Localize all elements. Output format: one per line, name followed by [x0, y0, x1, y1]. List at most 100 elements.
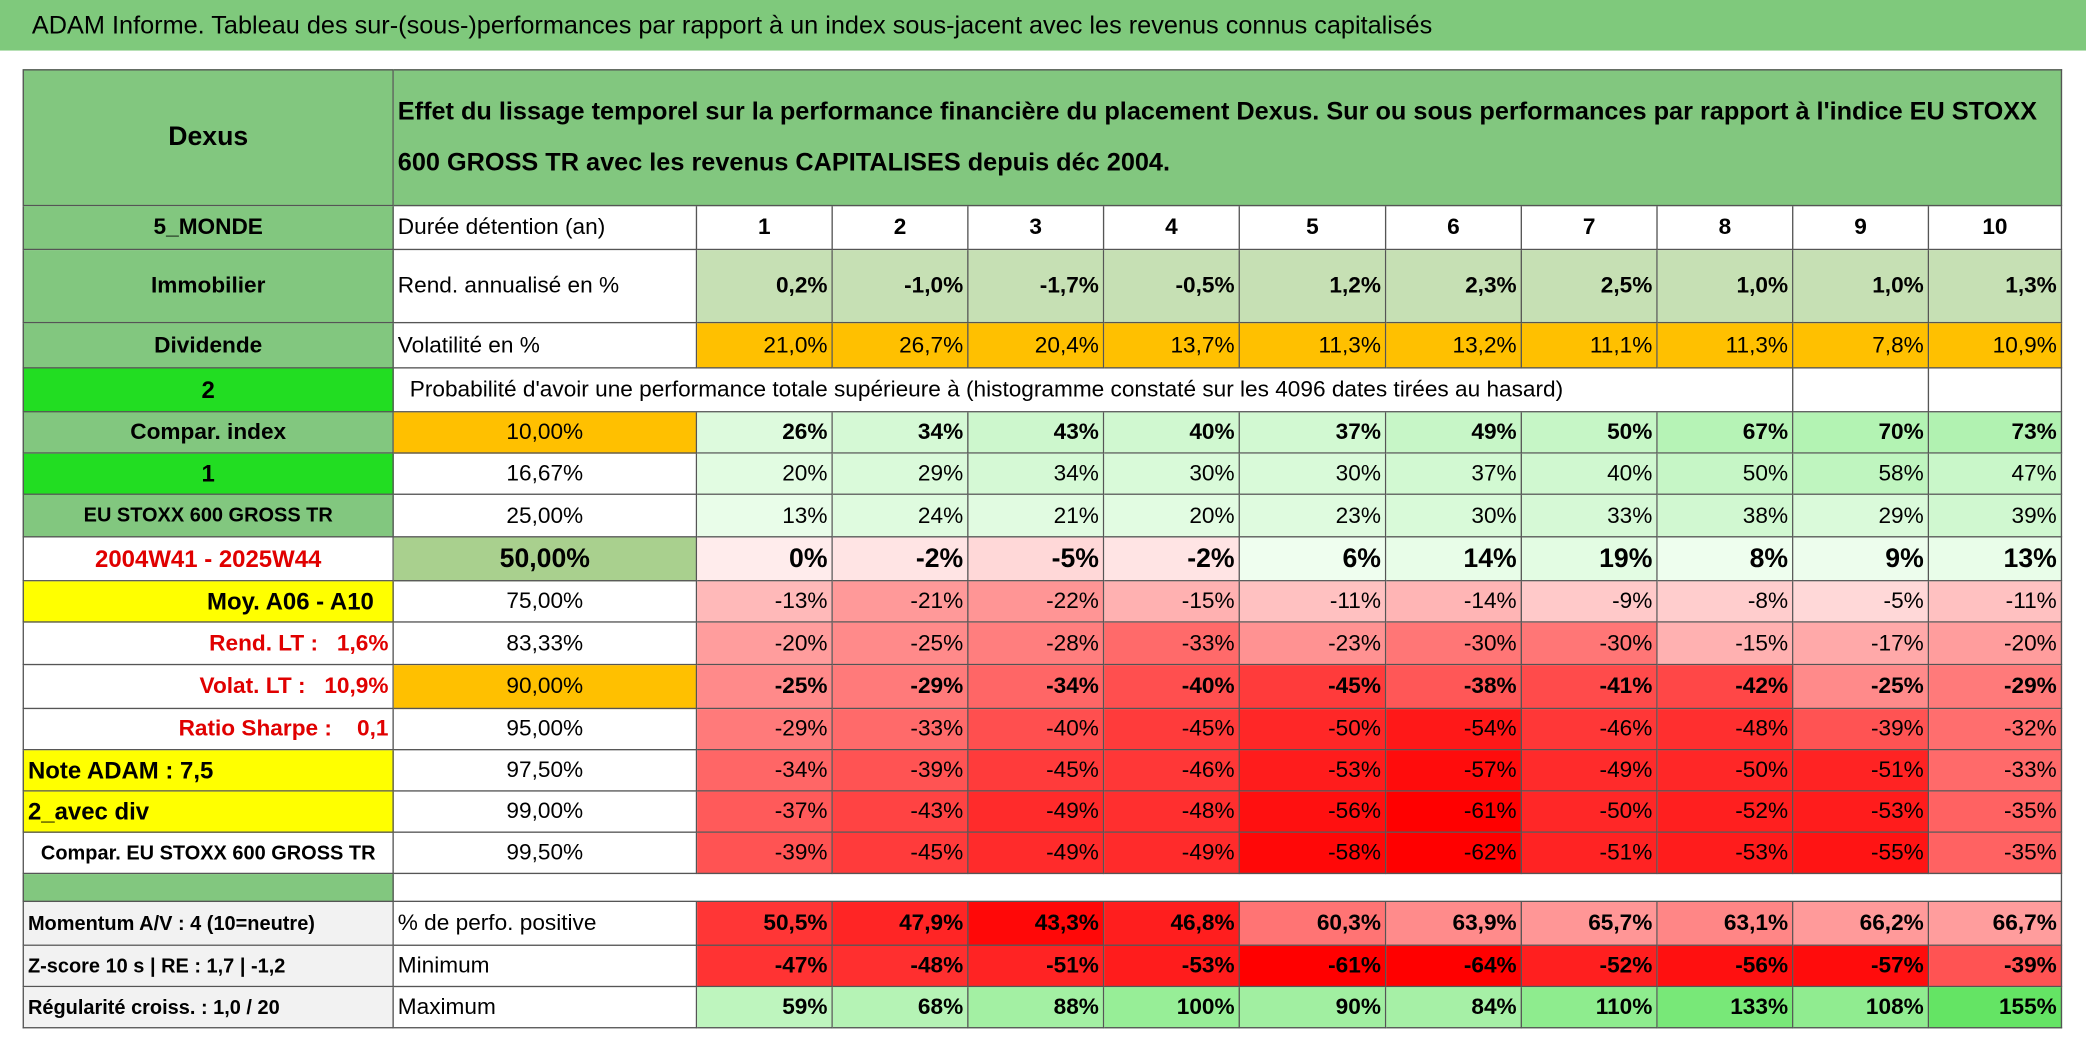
- value-cell: 100%: [1104, 987, 1240, 1029]
- row-label: 2_avec div: [22, 791, 394, 833]
- row-label: 2: [22, 368, 394, 413]
- value-cell: -34%: [697, 750, 833, 792]
- row-label: 2004W41 - 2025W44: [22, 537, 394, 582]
- value-cell: -33%: [1929, 750, 2063, 792]
- value-cell: -35%: [1929, 832, 2063, 875]
- row-label: EU STOXX 600 GROSS TR: [22, 494, 394, 538]
- value-cell: 13%: [1929, 537, 2063, 582]
- value-cell: -29%: [1929, 665, 2063, 710]
- row-header: 90,00%: [393, 665, 698, 710]
- value-cell: 66,7%: [1929, 902, 2063, 946]
- value-cell: 20%: [697, 453, 833, 495]
- value-cell: -51%: [1521, 832, 1658, 875]
- value-cell: -15%: [1104, 581, 1240, 623]
- value-cell: -1,0%: [832, 250, 969, 324]
- value-cell: 20,4%: [968, 323, 1105, 369]
- value-cell: -49%: [968, 791, 1105, 833]
- value-cell: -42%: [1657, 665, 1794, 710]
- value-cell: 30%: [1104, 453, 1240, 495]
- value-cell: -9%: [1521, 581, 1658, 623]
- value-cell: 29%: [832, 453, 969, 495]
- value-cell: -58%: [1239, 832, 1387, 875]
- value-cell: 26%: [697, 412, 833, 454]
- value-cell: 63,1%: [1657, 902, 1794, 946]
- value-cell: -48%: [1657, 709, 1794, 751]
- value-cell: 59%: [697, 987, 833, 1029]
- value-cell: -56%: [1239, 791, 1387, 833]
- value-cell: -29%: [832, 665, 969, 710]
- value-cell: -39%: [1793, 709, 1930, 751]
- value-cell: 43,3%: [968, 902, 1105, 946]
- value-cell: 66,2%: [1793, 902, 1930, 946]
- value-cell: -39%: [697, 832, 833, 875]
- value-cell: 21%: [968, 494, 1105, 538]
- value-cell: 11,3%: [1657, 323, 1794, 369]
- row-header: 50,00%: [393, 537, 698, 582]
- value-cell: 10,9%: [1929, 323, 2063, 369]
- value-cell: 3: [968, 206, 1105, 251]
- value-cell: 2: [832, 206, 969, 251]
- value-cell: -45%: [1239, 665, 1387, 710]
- value-cell: 63,9%: [1386, 902, 1522, 946]
- value-cell: 50%: [1657, 453, 1794, 495]
- row-label: Immobilier: [22, 250, 394, 324]
- value-cell: 19%: [1521, 537, 1658, 582]
- row-label: Ratio Sharpe : 0,1: [22, 709, 394, 751]
- row-label: Z-score 10 s | RE : 1,7 | -1,2: [22, 945, 394, 988]
- value-cell: -28%: [968, 622, 1105, 666]
- value-cell: 29%: [1793, 494, 1930, 538]
- value-cell: -49%: [968, 832, 1105, 875]
- value-cell: -35%: [1929, 791, 2063, 833]
- value-cell: 88%: [968, 987, 1105, 1029]
- row-header: 95,00%: [393, 709, 698, 751]
- row-header: 97,50%: [393, 750, 698, 792]
- value-cell: 9: [1793, 206, 1930, 251]
- row-label: Momentum A/V : 4 (10=neutre): [22, 902, 394, 946]
- row-label: Volat. LT : 10,9%: [22, 665, 394, 710]
- value-cell: -46%: [1104, 750, 1240, 792]
- value-cell: -13%: [697, 581, 833, 623]
- value-cell: 1,0%: [1793, 250, 1930, 324]
- value-cell: 9%: [1793, 537, 1930, 582]
- value-cell: 73%: [1929, 412, 2063, 454]
- value-cell: -57%: [1793, 945, 1930, 988]
- empty-cell: [1929, 368, 2063, 413]
- value-cell: 40%: [1104, 412, 1240, 454]
- row-label: 1: [22, 453, 394, 495]
- value-cell: -39%: [1929, 945, 2063, 988]
- value-cell: 23%: [1239, 494, 1387, 538]
- row-header: 16,67%: [393, 453, 698, 495]
- value-cell: -53%: [1239, 750, 1387, 792]
- value-cell: -56%: [1657, 945, 1794, 988]
- value-cell: -2%: [832, 537, 969, 582]
- value-cell: -14%: [1386, 581, 1522, 623]
- value-cell: 4: [1104, 206, 1240, 251]
- row-header: Rend. annualisé en %: [393, 250, 698, 324]
- value-cell: -52%: [1521, 945, 1658, 988]
- value-cell: -29%: [697, 709, 833, 751]
- value-cell: -33%: [832, 709, 969, 751]
- value-cell: 1,3%: [1929, 250, 2063, 324]
- row-header: 10,00%: [393, 412, 698, 454]
- empty-cell: [1793, 368, 1930, 413]
- value-cell: 110%: [1521, 987, 1658, 1029]
- value-cell: 38%: [1657, 494, 1794, 538]
- value-cell: 5: [1239, 206, 1387, 251]
- value-cell: 67%: [1657, 412, 1794, 454]
- value-cell: 34%: [968, 453, 1105, 495]
- page-title: ADAM Informe. Tableau des sur-(sous-)per…: [0, 0, 2086, 51]
- row-header: 99,50%: [393, 832, 698, 875]
- row-label: Régularité croiss. : 1,0 / 20: [22, 987, 394, 1029]
- value-cell: -61%: [1239, 945, 1387, 988]
- row-header: 99,00%: [393, 791, 698, 833]
- value-cell: -40%: [1104, 665, 1240, 710]
- value-cell: -11%: [1929, 581, 2063, 623]
- value-cell: 46,8%: [1104, 902, 1240, 946]
- value-cell: 13,2%: [1386, 323, 1522, 369]
- value-cell: 155%: [1929, 987, 2063, 1029]
- value-cell: 37%: [1386, 453, 1522, 495]
- value-cell: 0%: [697, 537, 833, 582]
- value-cell: -25%: [697, 665, 833, 710]
- value-cell: 50,5%: [697, 902, 833, 946]
- value-cell: 60,3%: [1239, 902, 1387, 946]
